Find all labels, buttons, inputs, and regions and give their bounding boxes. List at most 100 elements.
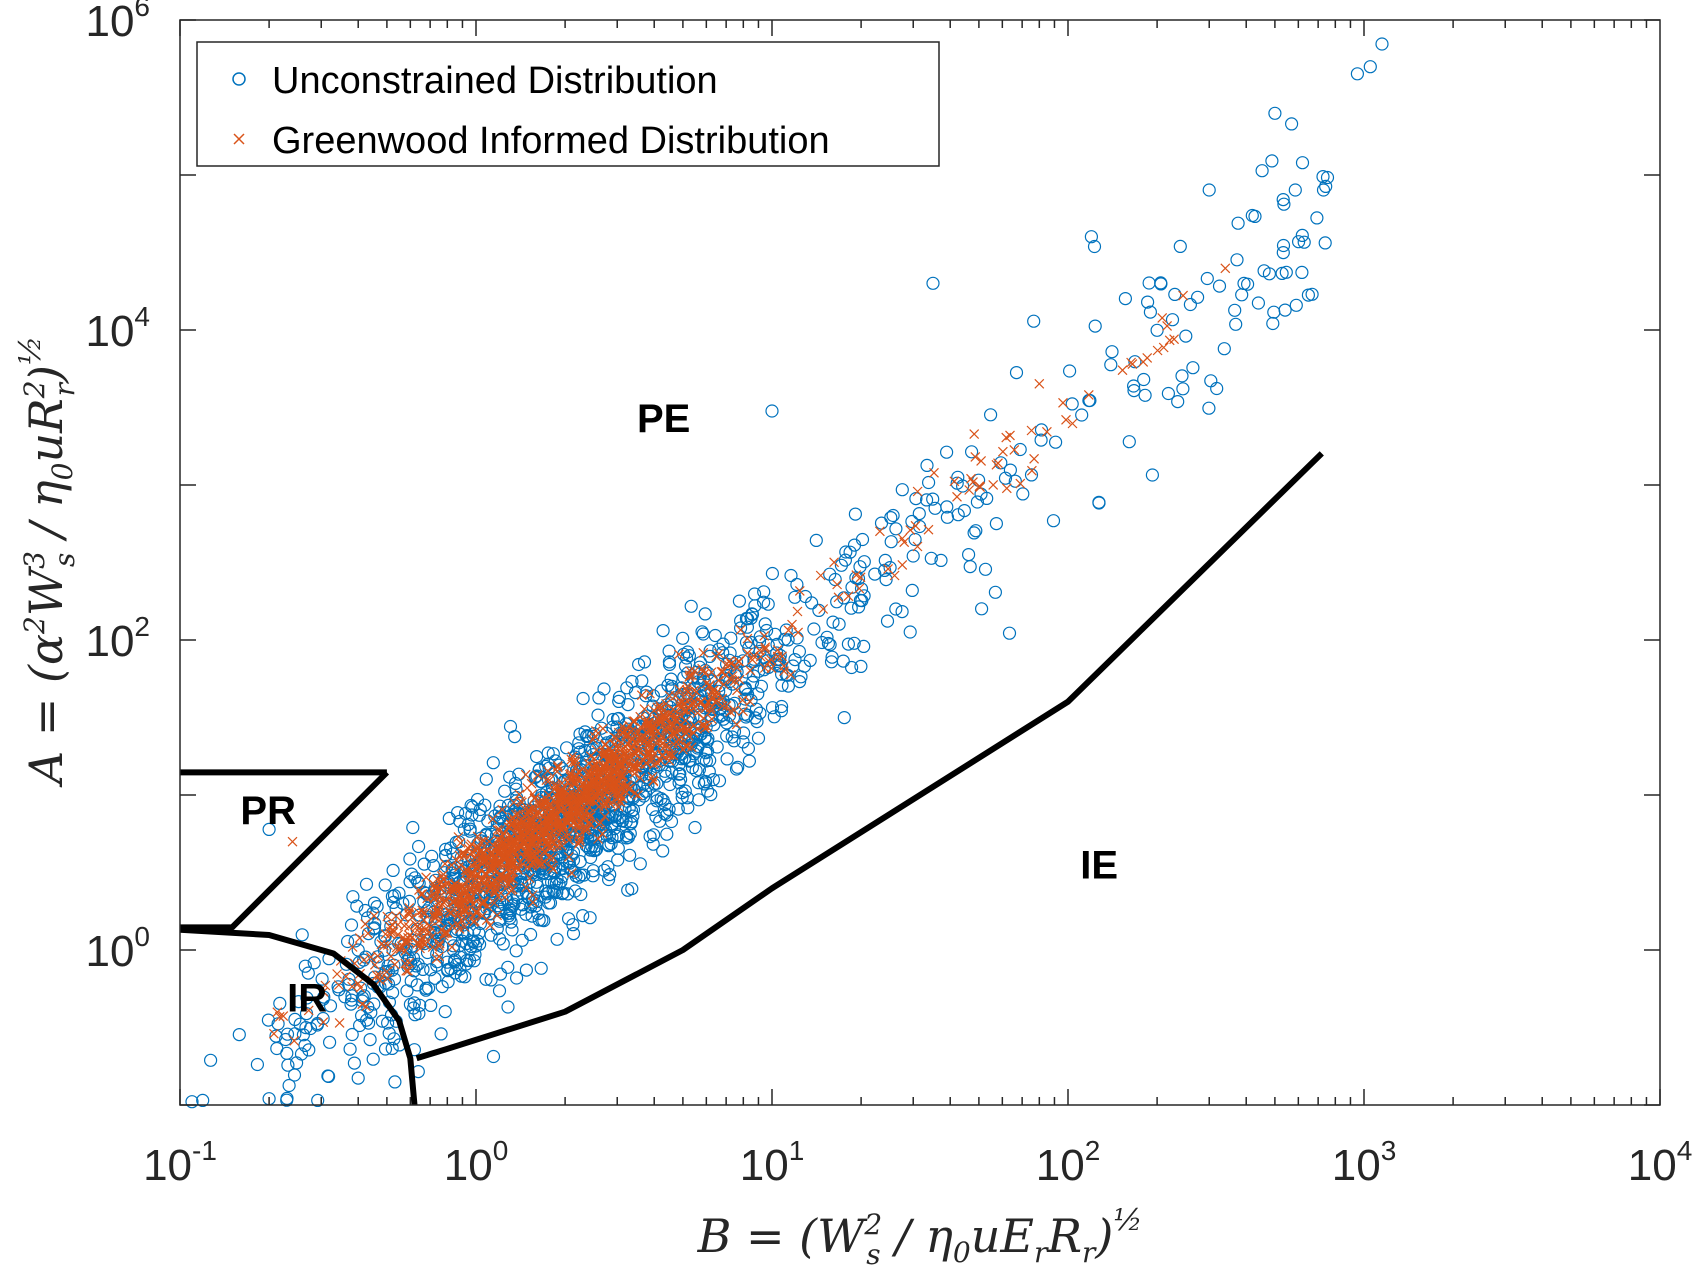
data-point <box>920 458 934 472</box>
data-point <box>369 910 380 921</box>
data-point <box>648 775 659 786</box>
plot-area-frame <box>179 19 1661 1106</box>
data-point <box>611 853 625 867</box>
data-point <box>300 991 314 1005</box>
data-point <box>585 811 596 822</box>
data-point <box>413 998 427 1012</box>
data-point <box>463 843 474 854</box>
data-point <box>378 878 392 892</box>
data-point <box>363 928 373 939</box>
data-point <box>570 761 581 772</box>
region-label-ir: IR <box>287 977 327 1021</box>
data-point <box>185 1095 199 1109</box>
data-point <box>792 674 807 689</box>
data-point <box>614 753 625 764</box>
data-point <box>485 864 496 875</box>
data-point <box>684 599 698 613</box>
data-point <box>519 811 530 822</box>
x-tick-labels: 10-1 100 101 102 103 104 <box>143 1135 1692 1190</box>
data-point <box>710 740 724 754</box>
data-point <box>704 787 718 802</box>
data-point <box>454 862 464 873</box>
data-point <box>347 942 358 952</box>
data-point <box>388 1075 402 1089</box>
data-point <box>1034 423 1049 437</box>
data-point <box>464 798 478 813</box>
data-point <box>633 857 647 871</box>
data-point <box>549 784 560 795</box>
legend-label-greenwood: Greenwood Informed Distribution <box>272 120 830 162</box>
data-point <box>467 954 481 968</box>
data-point <box>1266 316 1280 331</box>
data-point <box>1288 183 1302 197</box>
data-point <box>584 808 595 819</box>
data-point <box>1173 239 1187 253</box>
data-point <box>662 802 676 817</box>
data-point <box>639 704 650 715</box>
data-point <box>541 746 555 760</box>
data-point <box>736 726 751 740</box>
data-point <box>433 907 444 918</box>
data-point <box>1276 193 1290 207</box>
data-point <box>389 959 400 970</box>
data-point <box>538 811 549 822</box>
data-point <box>724 656 735 667</box>
data-point <box>357 999 368 1010</box>
data-point <box>622 751 632 762</box>
data-point <box>855 593 869 608</box>
data-point <box>854 583 865 594</box>
data-point <box>619 725 630 736</box>
data-point <box>1175 369 1189 383</box>
data-point <box>622 724 633 735</box>
data-point <box>652 713 663 724</box>
data-point <box>1061 414 1071 425</box>
data-point <box>542 838 553 849</box>
data-point <box>351 1071 365 1085</box>
data-point <box>457 822 471 836</box>
data-point <box>1016 487 1030 501</box>
data-point <box>498 828 509 839</box>
data-point <box>905 583 919 598</box>
data-point <box>470 852 481 863</box>
data-point <box>742 754 757 768</box>
data-point <box>682 686 693 697</box>
data-point <box>307 956 321 970</box>
series-layer <box>185 37 1389 1109</box>
data-point <box>612 690 627 705</box>
data-point <box>781 633 795 647</box>
data-point <box>1202 401 1216 415</box>
data-point <box>625 783 636 794</box>
data-point <box>571 819 582 830</box>
data-point <box>508 729 522 744</box>
data-point <box>470 887 481 898</box>
data-point <box>426 858 441 873</box>
data-point <box>742 633 753 644</box>
data-point <box>496 937 510 951</box>
data-point <box>768 627 782 641</box>
data-point <box>416 889 426 900</box>
data-point <box>372 951 383 962</box>
data-point <box>934 553 948 568</box>
data-point <box>563 800 574 810</box>
data-point <box>651 737 662 748</box>
data-point <box>964 445 979 459</box>
data-point <box>929 467 939 478</box>
data-point <box>857 639 871 654</box>
data-point <box>770 646 784 660</box>
data-point <box>466 800 480 814</box>
data-point <box>1118 292 1133 306</box>
region-label-pe: PE <box>637 397 690 441</box>
data-point <box>268 1028 279 1039</box>
data-point <box>569 869 583 883</box>
data-point <box>298 1038 312 1053</box>
data-point <box>734 674 745 685</box>
data-point <box>716 646 730 660</box>
data-point <box>519 963 534 977</box>
data-point <box>732 594 747 608</box>
data-point <box>541 798 552 809</box>
data-point <box>681 684 692 695</box>
data-point <box>1291 235 1306 249</box>
data-point <box>453 814 467 828</box>
data-point <box>490 922 504 936</box>
data-point <box>1202 183 1216 197</box>
